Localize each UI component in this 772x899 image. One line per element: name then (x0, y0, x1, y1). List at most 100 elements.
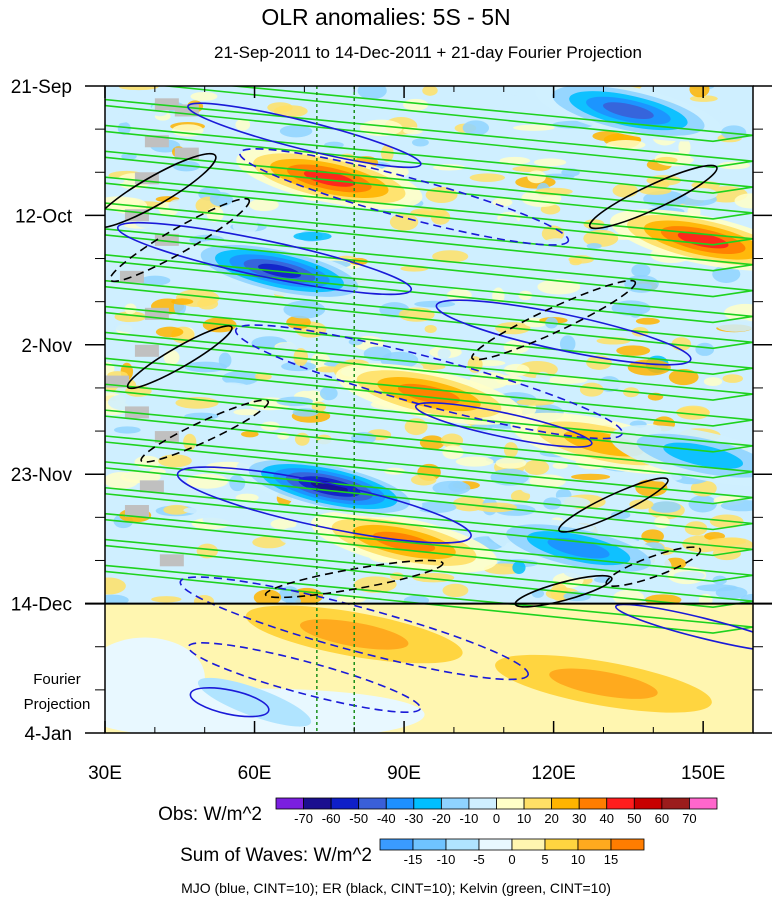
anomaly-cell (616, 345, 651, 356)
colorbar-tick-label: 0 (508, 852, 515, 867)
obs-colorbar-label: Obs: W/m^2 (158, 804, 262, 825)
kelvin-contour (105, 331, 753, 401)
kelvin-contour (105, 98, 753, 168)
anomaly-cell (112, 334, 138, 350)
anomaly-cell (381, 144, 394, 162)
waves-colorbar-label: Sum of Waves: W/m^2 (180, 845, 372, 866)
wave-contours (105, 86, 753, 718)
colorbar-swatch (661, 797, 690, 810)
anomaly-cell (183, 433, 197, 451)
anomaly-cell (442, 445, 464, 460)
colorbar-tick-label: -50 (349, 811, 368, 826)
colorbar-swatch (689, 797, 718, 810)
anomaly-cell (503, 363, 530, 376)
er-contour (264, 559, 444, 599)
anomaly-cell (707, 537, 747, 546)
kelvin-contour (105, 357, 753, 427)
missing-data-cell (159, 554, 184, 567)
mjo-contour (116, 221, 413, 296)
anomaly-cell (105, 594, 129, 603)
colorbar-tick-label: -20 (432, 811, 451, 826)
anomaly-cell (503, 442, 518, 458)
anomaly-cell (703, 377, 723, 386)
anomaly-cell (105, 577, 126, 595)
anomaly-cell (348, 338, 363, 346)
plot-frame (104, 85, 754, 734)
anomaly-cell (117, 121, 131, 135)
anomaly-cell (283, 300, 326, 319)
y-tick-label: 23-Nov (11, 465, 73, 486)
colorbar-swatch (606, 797, 635, 810)
anomaly-cell (114, 321, 158, 333)
er-contour (471, 279, 637, 361)
anomaly-cell (120, 470, 161, 484)
anomaly-cell (419, 435, 445, 450)
anomaly-cell (678, 138, 691, 156)
anomaly-cell (499, 156, 531, 165)
colorbar-swatch (445, 838, 480, 851)
anomaly-cell (190, 91, 218, 101)
anomaly-cell (429, 333, 447, 346)
colorbar-tick-label: 60 (655, 811, 669, 826)
kelvin-contour (105, 435, 753, 505)
anomaly-cell (403, 595, 430, 603)
mjo-contour (176, 466, 472, 544)
colorbar-tick-label: -30 (404, 811, 423, 826)
anomaly-cell (294, 432, 310, 446)
colorbar-swatch (379, 838, 414, 851)
anomaly-cell (113, 426, 141, 434)
missing-data-cell (154, 98, 179, 111)
y-axis: 21-Sep 12-Oct 2-Nov 23-Nov 14-Dec 4-Jan (11, 77, 772, 745)
colorbar-tick-label: 15 (604, 852, 618, 867)
mjo-contour (187, 642, 422, 714)
projection-label-line1: Fourier (33, 671, 81, 688)
er-contour (105, 152, 217, 229)
colorbar-swatch (578, 797, 608, 810)
anomaly-cell (202, 513, 247, 526)
colorbar-swatch (544, 838, 579, 851)
colorbar-swatch (330, 797, 360, 810)
colorbar-tick-label: -70 (294, 811, 313, 826)
colorbar-swatch (610, 838, 645, 851)
colorbar-swatch (577, 838, 612, 851)
anomaly-cell (410, 474, 437, 486)
colorbar-swatch (523, 797, 553, 810)
anomaly-cell (105, 113, 133, 124)
missing-data-cell (154, 233, 179, 246)
anomaly-feature-enhanced-dec-east (547, 537, 610, 559)
anomaly-cell (579, 382, 604, 397)
anomaly-feature-enhanced-sep-east (603, 102, 654, 120)
projection-negative-region (105, 637, 205, 718)
anomaly-cell (446, 288, 472, 302)
anomaly-cell (635, 317, 660, 325)
colorbar-tick-label: -60 (322, 811, 341, 826)
anomaly-cell (498, 215, 519, 230)
observation-anomaly-features (186, 86, 753, 579)
mjo-contour (179, 576, 529, 681)
anomaly-cell (442, 583, 469, 598)
mjo-contour (614, 603, 753, 653)
anomaly-cell (495, 457, 527, 469)
colorbar-tick-label: 50 (627, 811, 641, 826)
anomaly-cell (190, 281, 211, 290)
anomaly-cell (253, 589, 282, 603)
anomaly-cell (716, 318, 753, 332)
anomaly-cell (233, 408, 260, 416)
anomaly-cell (695, 342, 715, 356)
kelvin-contour (105, 486, 753, 557)
anomaly-cell (571, 473, 611, 481)
kelvin-contour (105, 305, 753, 376)
colorbar-swatch (358, 797, 387, 810)
x-tick-label: 90E (387, 763, 421, 784)
kelvin-contour (105, 461, 753, 531)
y-tick-label: 21-Sep (11, 77, 72, 98)
anomaly-cell (248, 198, 279, 212)
anomaly-cell (650, 501, 681, 513)
missing-data-cell (124, 505, 149, 518)
anomaly-cell (492, 198, 513, 207)
obs-colorbar: -70 -60 -50 -40 -30 -20 -10 0 10 20 30 40 50 60 70 (275, 797, 718, 826)
missing-data-cell (134, 344, 159, 357)
anomaly-cell (151, 596, 182, 603)
colorbar-tick-label: -40 (377, 811, 396, 826)
mjo-contour (414, 402, 593, 448)
